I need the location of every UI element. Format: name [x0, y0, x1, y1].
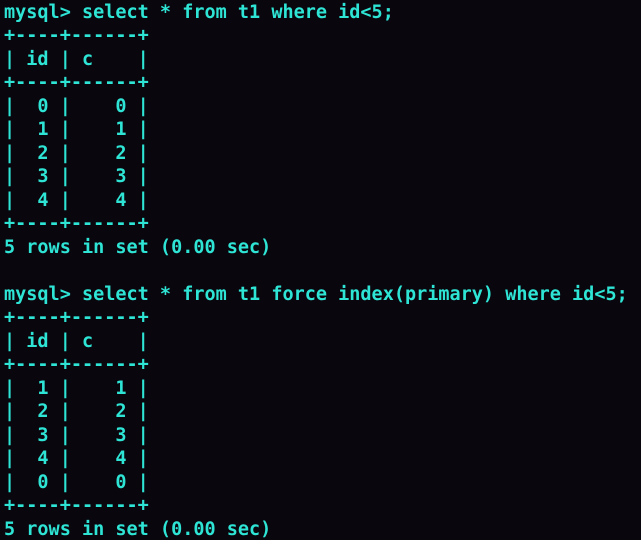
- status-line: 5 rows in set (0.00 sec): [4, 236, 272, 258]
- mysql-prompt: mysql>: [4, 2, 82, 23]
- blank-line: [4, 259, 641, 282]
- query-block-1: mysql> select * from t1 where id<5; +---…: [4, 1, 641, 259]
- query-block-2: mysql> select * from t1 force index(prim…: [4, 283, 641, 540]
- result-table-ascii: +----+------+ | id | c | +----+------+ |…: [4, 25, 149, 235]
- sql-command: select * from t1 where id<5;: [81, 2, 394, 23]
- sql-command: select * from t1 force index(primary) wh…: [81, 283, 628, 305]
- status-line: 5 rows in set (0.00 sec): [4, 518, 272, 540]
- prompt-line: mysql> select * from t1 where id<5;: [4, 1, 641, 24]
- result-table-ascii: +----+------+ | id | c | +----+------+ |…: [4, 307, 149, 517]
- mysql-prompt: mysql>: [4, 283, 82, 305]
- prompt-line: mysql> select * from t1 force index(prim…: [4, 283, 641, 306]
